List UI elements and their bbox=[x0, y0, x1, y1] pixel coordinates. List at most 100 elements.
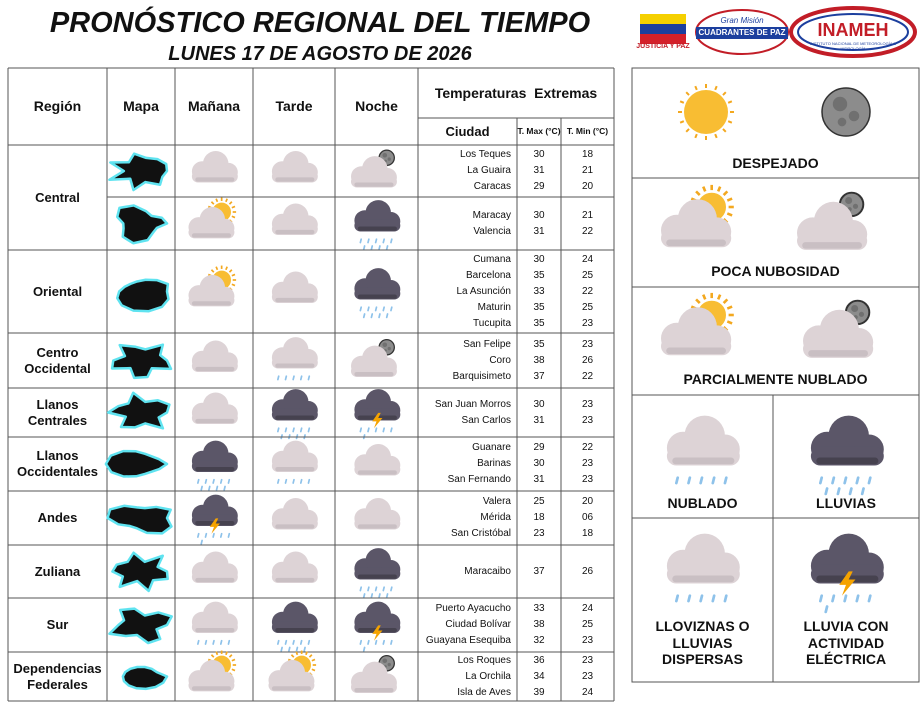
cloud bbox=[354, 444, 401, 476]
sun-ray bbox=[714, 133, 718, 139]
rain-drop bbox=[307, 639, 311, 645]
cloud bbox=[354, 498, 401, 530]
city-name: Cumana bbox=[473, 253, 511, 265]
sun-ray bbox=[722, 298, 729, 304]
rain-drop bbox=[390, 586, 393, 592]
weather-icon bbox=[354, 498, 401, 530]
bolt bbox=[372, 625, 383, 641]
sun-ray bbox=[225, 198, 228, 203]
weather-icon bbox=[351, 339, 397, 378]
sun-ray bbox=[722, 91, 727, 96]
rain-drop bbox=[378, 313, 381, 319]
t-max: 30 bbox=[533, 398, 545, 410]
t-max: 38 bbox=[533, 354, 545, 366]
legend-label: NUBLADO bbox=[667, 494, 738, 511]
t-min: 24 bbox=[581, 253, 594, 265]
t-max: 33 bbox=[533, 603, 545, 614]
rain-drop bbox=[204, 639, 208, 645]
sun-ray bbox=[695, 298, 701, 304]
rain-drop bbox=[196, 532, 200, 538]
rain-drop bbox=[382, 639, 386, 645]
moon bbox=[821, 87, 871, 137]
sun-ray bbox=[228, 201, 233, 205]
t-min: 22 bbox=[581, 370, 594, 382]
t-min: 23 bbox=[581, 398, 594, 410]
rain-drop bbox=[843, 594, 848, 603]
city-name: Guanare bbox=[472, 442, 511, 453]
rain-drop bbox=[276, 427, 280, 433]
crater bbox=[837, 117, 847, 127]
region-map bbox=[108, 607, 173, 645]
sun-ray bbox=[702, 294, 707, 300]
t-min: 22 bbox=[581, 285, 594, 297]
sun-ray bbox=[231, 273, 236, 277]
cloud bbox=[271, 271, 318, 303]
cloud-shade bbox=[275, 466, 315, 472]
weather-icon bbox=[271, 389, 318, 440]
moon-disc bbox=[821, 87, 871, 137]
rain-drop bbox=[367, 639, 370, 645]
rain-drop bbox=[855, 594, 860, 603]
sun-ray bbox=[290, 654, 295, 658]
cloud bbox=[351, 661, 397, 694]
flag-stripe bbox=[640, 34, 686, 44]
t-max: 35 bbox=[533, 269, 545, 281]
rain-drop bbox=[818, 476, 824, 485]
weather-icon bbox=[188, 265, 237, 307]
sun-ray bbox=[231, 283, 236, 287]
rain-drop bbox=[836, 487, 841, 496]
cloud bbox=[661, 199, 732, 248]
rain-drop bbox=[390, 306, 393, 312]
weather-icon bbox=[271, 151, 318, 183]
flag-stripe bbox=[640, 24, 686, 34]
rain-drop bbox=[299, 427, 303, 433]
rain-drop bbox=[307, 427, 311, 433]
cloud-shade bbox=[357, 524, 397, 529]
cloud bbox=[191, 494, 238, 527]
city-name: Maturin bbox=[477, 301, 511, 313]
cloud-shade bbox=[672, 575, 735, 583]
cloud-shade bbox=[802, 242, 862, 249]
column-header: Mañana bbox=[187, 98, 241, 115]
rain-drop bbox=[362, 245, 366, 251]
t-min: 24 bbox=[581, 603, 594, 614]
column-header: T. Max (°C) bbox=[517, 126, 561, 137]
sun-ray bbox=[231, 205, 236, 209]
region-name: Zuliana bbox=[34, 563, 81, 579]
sun-ray bbox=[225, 266, 228, 271]
city-name: Caracas bbox=[473, 181, 511, 192]
city-name: Isla de Aves bbox=[457, 686, 511, 698]
cloud-shade bbox=[275, 524, 315, 529]
sun-ray bbox=[228, 269, 233, 273]
column-header: T. Min (°C) bbox=[566, 126, 609, 137]
rain-drop bbox=[367, 306, 370, 312]
weather-icon bbox=[191, 151, 238, 183]
bolt bbox=[839, 571, 856, 596]
t-max: 36 bbox=[533, 654, 545, 666]
t-min: 21 bbox=[581, 165, 594, 176]
rain-drop bbox=[831, 476, 836, 485]
cloud bbox=[271, 203, 318, 235]
rain-drop bbox=[860, 487, 865, 496]
rain-drop bbox=[307, 478, 311, 484]
cloud bbox=[271, 337, 318, 369]
cloud bbox=[661, 307, 732, 356]
rain-drop bbox=[374, 427, 378, 433]
cloud bbox=[191, 392, 238, 424]
rain-drop bbox=[212, 532, 215, 538]
region-name: Central bbox=[35, 189, 80, 205]
rain-drop bbox=[723, 476, 728, 485]
crater bbox=[858, 311, 865, 317]
sun-ray bbox=[694, 133, 698, 139]
weather-icon bbox=[354, 200, 401, 251]
weather-icon bbox=[810, 415, 884, 496]
city-name: La Guaira bbox=[467, 165, 511, 176]
t-max: 29 bbox=[533, 442, 545, 453]
rain-drop bbox=[362, 646, 366, 652]
weather-icon bbox=[666, 415, 740, 485]
weather-icon bbox=[666, 533, 740, 603]
sun-ray bbox=[726, 320, 733, 325]
cloud-shade bbox=[195, 466, 235, 472]
cloud bbox=[666, 533, 740, 584]
